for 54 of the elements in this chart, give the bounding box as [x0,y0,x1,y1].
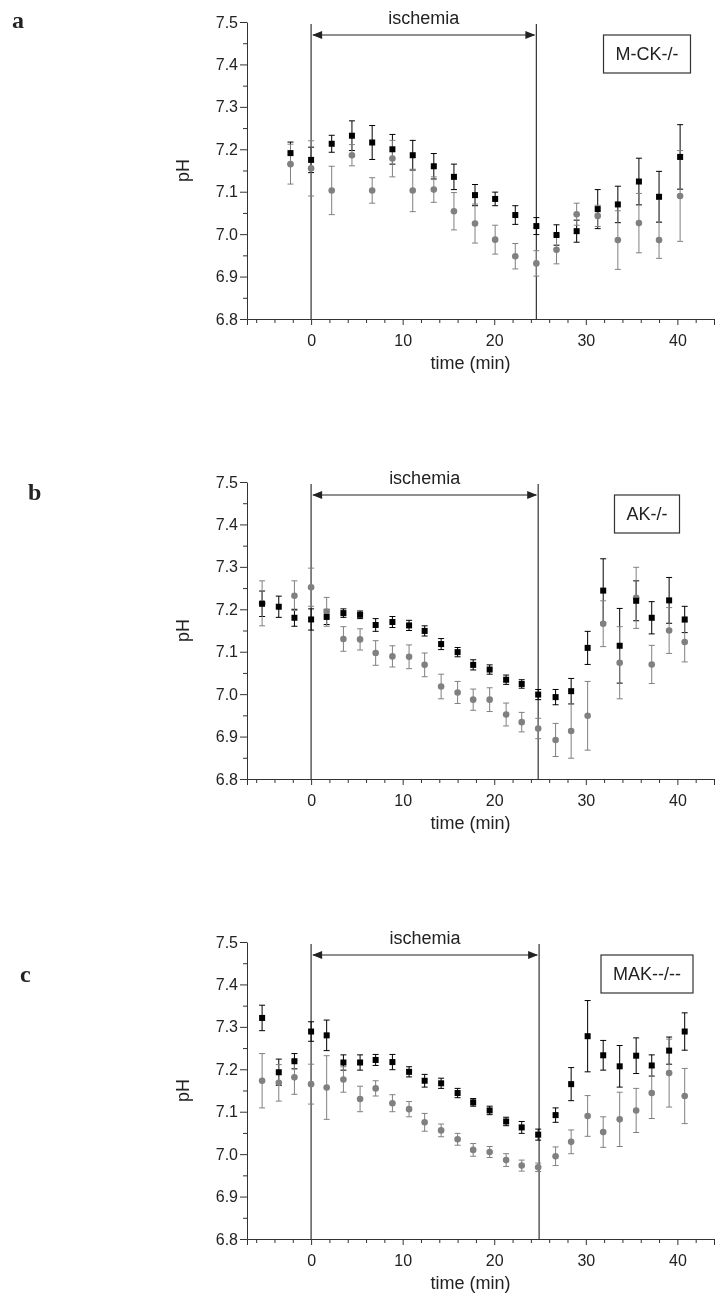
x-tick-label: 30 [577,791,596,809]
x-tick-label: 40 [668,331,687,349]
y-tick-label: 7.3 [215,98,239,116]
x-tick-label: 30 [577,331,596,349]
y-tick-label: 7.1 [215,1103,239,1121]
y-tick-label: 7.5 [215,13,239,31]
y-tick-label: 6.9 [215,1188,239,1206]
x-tick-label: 20 [485,791,504,809]
y-tick-label: 6.8 [215,770,239,788]
x-tick-label: 40 [668,1251,687,1269]
annotation: ischemia [389,928,462,948]
y-tick-label: 7.3 [215,558,239,576]
y-tick-label: 6.9 [215,268,239,286]
x-tick-label: 40 [668,791,687,809]
y-tick-label: 7.3 [215,1018,239,1036]
x-tick-label: 30 [577,1251,596,1269]
y-tick-label: 7.0 [215,225,239,243]
annotation: ischemia [388,8,461,28]
y-tick-label: 7.4 [215,56,239,74]
y-tick-label: 7.0 [215,1145,239,1163]
y-tick-label: 7.2 [215,140,239,158]
x-tick-label: 0 [307,1251,317,1269]
x-tick-label: 20 [485,331,504,349]
y-tick-label: 7.1 [215,643,239,661]
x-axis-title: time (min) [430,813,511,833]
x-tick-label: 0 [307,331,317,349]
y-tick-label: 7.5 [215,933,239,951]
y-axis-title: pH [173,618,193,643]
annotation: ischemia [389,468,462,488]
text: AK-/- [626,504,668,524]
y-tick-label: 7.0 [215,685,239,703]
text: b [28,479,42,505]
y-axis-title: pH [173,1078,193,1103]
y-tick-label: 7.4 [215,516,239,534]
text: c [20,961,31,987]
x-axis-title: time (min) [430,1273,511,1293]
text: MAK--/-- [613,964,681,984]
y-tick-label: 6.9 [215,728,239,746]
text: a [12,7,24,33]
y-tick-label: 7.5 [215,473,239,491]
x-axis-title: time (min) [430,353,511,373]
y-tick-label: 7.2 [215,1060,239,1078]
x-tick-label: 20 [485,1251,504,1269]
y-tick-label: 7.4 [215,976,239,994]
y-tick-label: 7.2 [215,600,239,618]
x-tick-label: 10 [394,1251,413,1269]
y-tick-label: 6.8 [215,1230,239,1248]
x-tick-label: 10 [394,791,413,809]
y-axis-title: pH [173,158,193,183]
y-tick-label: 6.8 [215,310,239,328]
text: M-CK-/- [615,44,679,64]
x-tick-label: 0 [307,791,317,809]
y-tick-label: 7.1 [215,183,239,201]
x-tick-label: 10 [394,331,413,349]
